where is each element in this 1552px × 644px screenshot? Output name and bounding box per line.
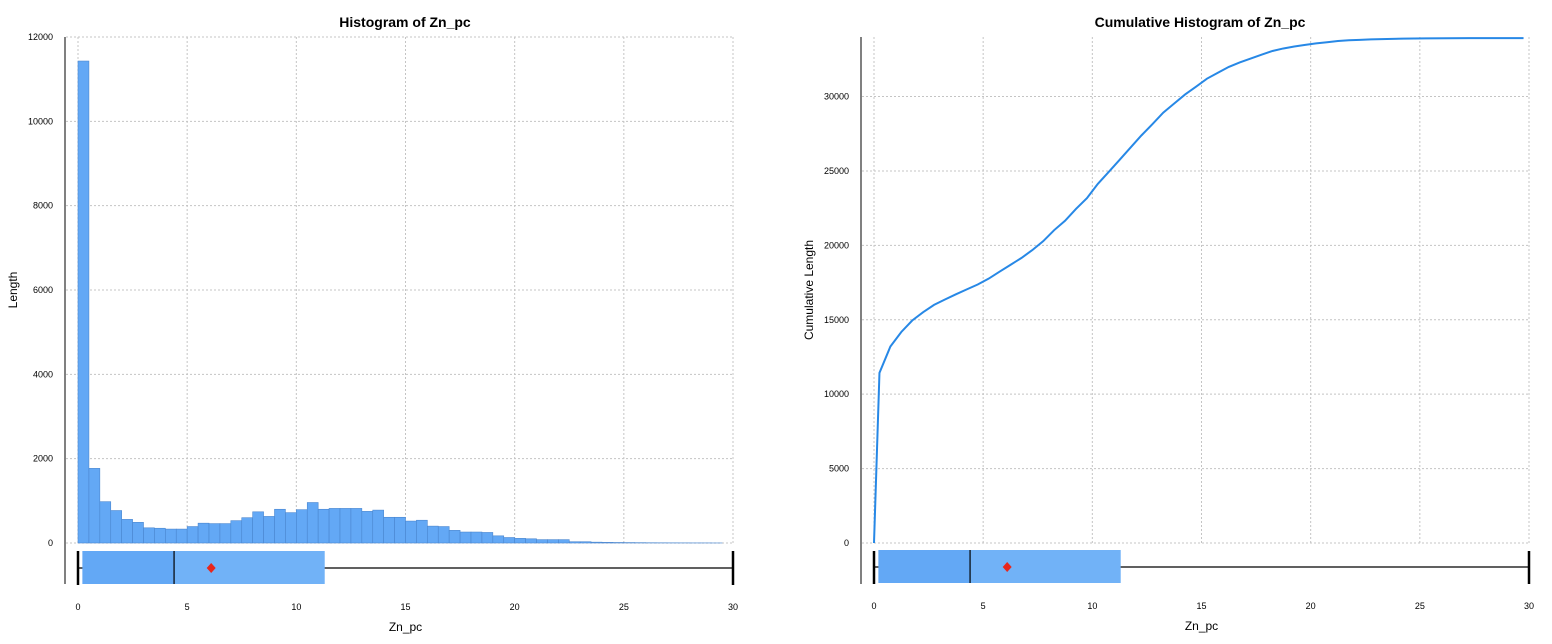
- histogram-bar: [448, 530, 461, 544]
- y-tick-label: 4000: [33, 369, 53, 379]
- y-tick-label: 8000: [33, 201, 53, 211]
- histogram-bar: [306, 502, 319, 544]
- x-tick-label: 0: [871, 601, 876, 611]
- histogram-bar: [383, 516, 395, 544]
- y-tick-label: 25000: [824, 166, 849, 176]
- histogram-bar: [99, 501, 112, 544]
- histogram-bar: [459, 531, 472, 544]
- histogram-bar: [230, 520, 243, 544]
- x-axis-label: Zn_pc: [389, 620, 422, 634]
- histogram-bar: [481, 532, 494, 544]
- histogram-bar: [568, 541, 581, 544]
- histogram-bar: [437, 526, 450, 544]
- x-tick-label: 30: [1524, 601, 1534, 611]
- histogram-bar: [547, 539, 559, 544]
- histogram-bar: [339, 508, 352, 544]
- histogram-bar: [427, 525, 439, 544]
- histogram-bar: [88, 468, 101, 544]
- y-axis-label: Length: [6, 272, 20, 309]
- histogram-bar: [296, 509, 308, 544]
- x-tick-label: 30: [728, 602, 738, 612]
- histogram-bar: [154, 527, 166, 544]
- histogram-bar: [208, 523, 221, 544]
- x-tick-label: 25: [1415, 601, 1425, 611]
- boxplot-lower-box: [878, 550, 971, 583]
- histogram-bar: [317, 508, 330, 544]
- y-tick-label: 0: [48, 538, 53, 548]
- histogram-bar: [492, 535, 505, 544]
- histogram-bar: [263, 516, 275, 544]
- boxplot-upper-box: [970, 550, 1121, 583]
- histogram-bar: [110, 510, 122, 544]
- chart-title: Histogram of Zn_pc: [339, 14, 471, 30]
- boxplot-upper-box: [174, 551, 325, 584]
- y-tick-label: 12000: [28, 32, 53, 42]
- y-tick-label: 20000: [824, 240, 849, 250]
- x-tick-label: 10: [1087, 601, 1097, 611]
- histogram-bar: [525, 538, 537, 544]
- y-tick-label: 2000: [33, 454, 53, 464]
- histogram-bar: [558, 539, 570, 544]
- histogram-bar: [328, 508, 341, 544]
- x-axis-label: Zn_pc: [1185, 619, 1218, 633]
- chart-title: Cumulative Histogram of Zn_pc: [1095, 14, 1306, 30]
- y-tick-label: 15000: [824, 315, 849, 325]
- y-tick-label: 30000: [824, 92, 849, 102]
- cumulative-line: [873, 37, 1524, 544]
- histogram-bar: [143, 527, 155, 544]
- cumulative-histogram-panel: 0 5000 10000 15000 20000 25000 30000 0 5 10 15 20 25…: [802, 14, 1534, 633]
- x-tick-label: 10: [291, 602, 301, 612]
- histogram-bar: [536, 539, 548, 544]
- x-tick-label: 20: [510, 602, 520, 612]
- x-tick-label: 0: [75, 602, 80, 612]
- histogram-bar: [514, 538, 526, 544]
- histogram-bar: [503, 537, 515, 544]
- histogram-bar: [132, 522, 144, 544]
- x-tick-label: 25: [619, 602, 629, 612]
- histogram-bar: [405, 520, 417, 544]
- histogram-bar: [470, 531, 483, 544]
- histogram-bar: [590, 541, 603, 544]
- histogram-bar: [186, 526, 199, 544]
- boxplot-lower-box: [82, 551, 175, 584]
- histogram-panel: 0 2000 4000 6000 8000 10000 12000 0 5 10 15 20 25 30 H…: [6, 14, 738, 634]
- histogram-bar: [601, 542, 614, 544]
- x-tick-label: 15: [400, 602, 410, 612]
- boxplot-mean-marker: [1002, 562, 1012, 572]
- histogram-bar: [175, 528, 188, 544]
- histogram-bar: [219, 523, 232, 544]
- histogram-bar: [77, 60, 90, 544]
- x-tick-label: 5: [981, 601, 986, 611]
- histogram-bar: [394, 516, 406, 544]
- y-tick-label: 5000: [829, 464, 849, 474]
- x-tick-label: 5: [185, 602, 190, 612]
- histogram-bar: [274, 508, 286, 544]
- histogram-bar: [372, 509, 384, 544]
- y-axis-label: Cumulative Length: [802, 240, 816, 340]
- histogram-bar: [197, 522, 210, 544]
- histogram-bar: [285, 512, 297, 544]
- histogram-bar: [165, 528, 177, 544]
- histogram-bar: [579, 541, 592, 544]
- histogram-bar: [121, 519, 133, 544]
- boxplot-mean-marker: [206, 563, 216, 573]
- histogram-bar: [416, 519, 428, 544]
- histogram-bar: [241, 517, 253, 544]
- histogram-bar: [350, 508, 363, 544]
- histogram-bar: [361, 511, 374, 544]
- x-tick-label: 15: [1196, 601, 1206, 611]
- x-tick-label: 20: [1306, 601, 1316, 611]
- y-tick-label: 10000: [824, 389, 849, 399]
- y-tick-label: 0: [844, 538, 849, 548]
- histogram-bar: [252, 511, 264, 544]
- histogram-bar: [612, 542, 625, 544]
- y-tick-label: 6000: [33, 285, 53, 295]
- y-tick-label: 10000: [28, 116, 53, 126]
